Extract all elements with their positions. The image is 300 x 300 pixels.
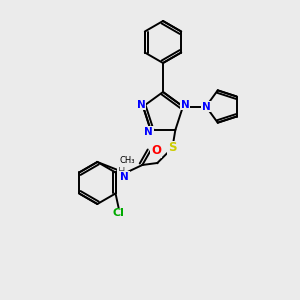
- Text: N: N: [181, 100, 189, 110]
- Text: N: N: [144, 127, 153, 137]
- Text: Cl: Cl: [112, 208, 124, 218]
- Text: N: N: [202, 101, 210, 112]
- Text: N: N: [120, 172, 129, 182]
- Text: N: N: [137, 100, 146, 110]
- Text: CH₃: CH₃: [120, 156, 135, 165]
- Text: O: O: [151, 145, 161, 158]
- Text: S: S: [168, 142, 177, 154]
- Text: H: H: [118, 167, 125, 177]
